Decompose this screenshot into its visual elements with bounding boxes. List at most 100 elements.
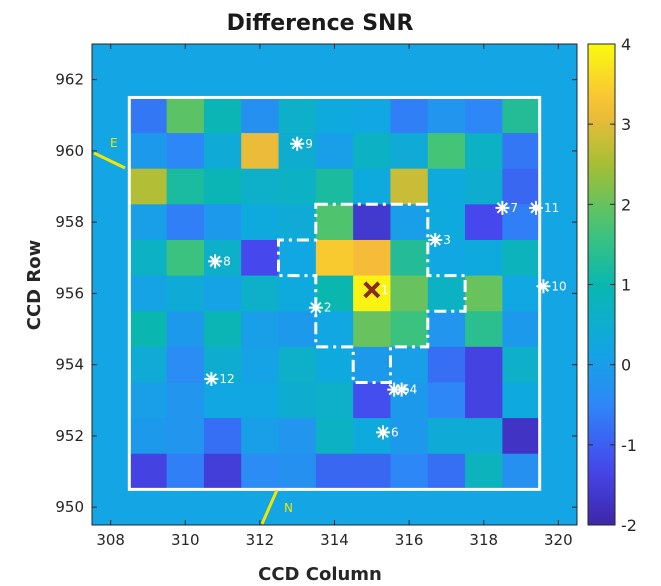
x-tick-label: 316 <box>395 531 424 549</box>
heatmap-cell <box>390 382 429 419</box>
heatmap-cell <box>278 275 317 312</box>
heatmap-cell <box>427 275 466 312</box>
heatmap-cell <box>203 133 242 170</box>
heatmap-cell <box>427 311 466 348</box>
heatmap-cell <box>315 133 354 170</box>
heatmap-cell <box>502 311 541 348</box>
heatmap-cell <box>315 168 354 205</box>
y-tick-label: 960 <box>55 142 84 160</box>
star-marker <box>428 232 443 247</box>
star-ray <box>537 280 550 292</box>
heatmap-cell <box>502 346 541 384</box>
heatmap-cell <box>129 204 168 241</box>
heatmap-cell <box>129 97 168 134</box>
star-label: 8 <box>223 254 231 268</box>
colorbar-tick-label: 4 <box>621 35 631 54</box>
heatmap-cell <box>278 97 317 134</box>
colorbar-tick-label: -1 <box>621 436 637 455</box>
heatmap-cell <box>353 418 392 455</box>
heatmap-cell <box>241 97 280 134</box>
star-marker <box>536 279 551 294</box>
star-label: 6 <box>391 425 399 439</box>
heatmap-cell <box>465 382 503 419</box>
heatmap-cell <box>502 382 541 419</box>
heatmap-cell <box>353 204 392 241</box>
heatmap-cell <box>427 382 466 419</box>
heatmap-cell <box>465 346 503 384</box>
star-ray <box>310 302 322 314</box>
colorbar-tick-label: 2 <box>621 195 631 214</box>
x-tick-label: 318 <box>469 531 498 549</box>
x-tick-label: 310 <box>171 531 200 549</box>
heatmap-cell <box>465 133 503 170</box>
y-tick-label: 958 <box>55 213 84 231</box>
x-tick-label: 312 <box>246 531 275 549</box>
heatmap-cell <box>315 204 354 241</box>
heatmap-cell <box>166 453 205 490</box>
heatmap-cell <box>465 418 503 455</box>
star-ray <box>209 255 221 267</box>
heatmap-cell <box>390 453 429 490</box>
heatmap-cell <box>353 346 392 384</box>
star-marker <box>376 425 390 440</box>
optimal-aperture-outline <box>277 202 467 384</box>
star-ray <box>377 426 389 439</box>
heatmap-cell <box>315 239 354 277</box>
y-tick-label: 950 <box>55 498 84 516</box>
plot-area: EN23546789101112130831031231431631832095… <box>55 43 578 549</box>
heatmap-cell <box>502 97 541 134</box>
colorbar: 4 3 2 1 0 -1 -2 <box>587 35 637 535</box>
heatmap-cell <box>278 453 317 490</box>
star-label: 3 <box>443 233 451 247</box>
heatmap-cell <box>166 275 205 312</box>
heatmap-cell <box>241 204 280 241</box>
colorbar-tick-label: 3 <box>621 115 631 134</box>
heatmap-cell <box>129 168 168 205</box>
heatmap-cell <box>241 311 280 348</box>
heatmap-cell <box>390 346 429 384</box>
heatmap-cell <box>502 168 541 205</box>
heatmap-cell <box>278 239 317 277</box>
heatmap-cell <box>390 97 429 134</box>
target-label: 1 <box>381 283 389 297</box>
heatmap-cell <box>278 418 317 455</box>
heatmap-cell <box>241 275 280 312</box>
heatmap-cell <box>315 453 354 490</box>
star-label: 10 <box>551 279 566 293</box>
heatmap-cell <box>129 453 168 490</box>
heatmap-cell <box>129 346 168 384</box>
star-label: 2 <box>324 301 332 315</box>
heatmap-cell <box>315 97 354 134</box>
heatmap-cell <box>390 275 429 312</box>
star-ray <box>496 202 509 214</box>
north-label: N <box>284 501 293 515</box>
colorbar-tick-label: 0 <box>621 356 631 375</box>
star-marker <box>208 254 223 269</box>
heatmap-cell <box>502 133 541 170</box>
star-ray <box>530 202 542 214</box>
heatmap-cell <box>465 453 503 490</box>
heatmap-cell <box>465 239 503 277</box>
heatmap-cell <box>465 204 503 241</box>
heatmap-cell <box>203 168 242 205</box>
heatmap-cell <box>353 239 392 277</box>
star-label: 12 <box>219 372 234 386</box>
target-marker <box>363 281 381 299</box>
heatmap-cell <box>241 453 280 490</box>
heatmap-cell <box>203 382 242 419</box>
star-marker <box>308 300 323 315</box>
heatmap-cell <box>427 97 466 134</box>
heatmap-cell <box>166 168 205 205</box>
y-tick-label: 956 <box>55 284 84 302</box>
heatmap-cell <box>427 418 466 455</box>
heatmap-cell <box>203 97 242 134</box>
heatmap-cell <box>315 311 354 348</box>
heatmap-cell <box>390 418 429 455</box>
heatmap-cell <box>427 346 466 384</box>
heatmap-cell <box>502 453 541 490</box>
heatmap-cell <box>129 275 168 312</box>
heatmap-cell <box>390 311 429 348</box>
y-tick-label: 952 <box>55 427 84 445</box>
pixel-mask-outline <box>127 95 542 491</box>
